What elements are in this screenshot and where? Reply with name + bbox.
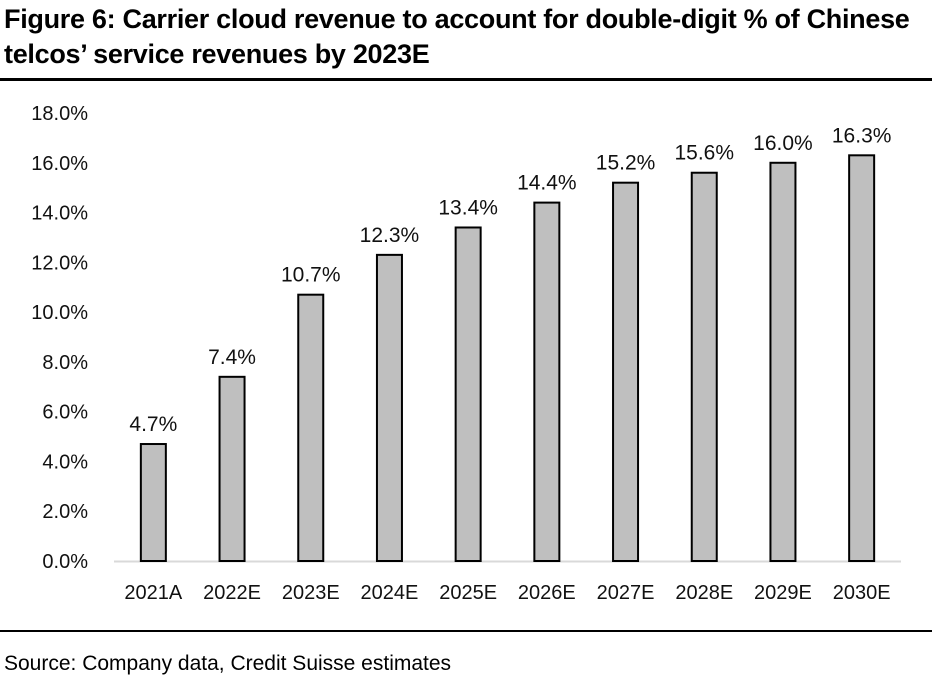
- bars: [139, 154, 876, 563]
- data-label: 14.4%: [517, 172, 577, 195]
- data-label: 15.2%: [596, 152, 656, 175]
- y-tick-label: 10.0%: [31, 302, 88, 324]
- y-tick-label: 0.0%: [42, 551, 88, 573]
- x-tick-label: 2030E: [833, 582, 891, 604]
- data-label: 4.7%: [129, 413, 177, 436]
- title-divider: [0, 78, 932, 81]
- bar-2025E: [454, 226, 482, 562]
- source-note: Source: Company data, Credit Suisse esti…: [4, 652, 452, 675]
- bar-2022E: [218, 375, 246, 563]
- y-tick-label: 14.0%: [31, 203, 88, 225]
- x-tick-label: 2022E: [203, 582, 261, 604]
- bar-2027E: [612, 181, 640, 562]
- y-tick-label: 8.0%: [42, 352, 88, 374]
- x-tick-label: 2028E: [675, 582, 733, 604]
- y-tick-label: 16.0%: [31, 153, 88, 175]
- data-label: 13.4%: [438, 196, 498, 219]
- y-tick-label: 2.0%: [42, 501, 88, 523]
- x-tick-label: 2021A: [124, 582, 182, 604]
- data-label: 12.3%: [360, 224, 420, 247]
- bar-2030E: [848, 154, 876, 563]
- bar-2028E: [690, 171, 718, 562]
- bar-2024E: [375, 253, 403, 562]
- data-label: 16.3%: [832, 124, 892, 147]
- bar-2029E: [769, 161, 797, 562]
- data-label: 16.0%: [753, 132, 813, 155]
- y-axis-ticks: 0.0% 2.0% 4.0% 6.0% 8.0% 10.0% 12.0% 14.0% 16.0%…: [31, 103, 88, 573]
- x-axis-labels: 2021A 2022E 2023E 2024E 2025E 2026E 2027E 2028E…: [124, 582, 890, 604]
- data-label: 7.4%: [208, 346, 256, 369]
- data-label: 10.7%: [281, 264, 341, 287]
- bar-2026E: [533, 201, 561, 562]
- bar-2021A: [139, 443, 167, 562]
- y-tick-label: 18.0%: [31, 103, 88, 125]
- data-labels: 4.7% 7.4% 10.7% 12.3% 13.4% 14.4% 15.2% 15.6% 16…: [129, 124, 891, 436]
- x-tick-label: 2024E: [361, 582, 419, 604]
- x-tick-label: 2029E: [754, 582, 812, 604]
- x-tick-label: 2027E: [597, 582, 655, 604]
- bar-2023E: [297, 293, 325, 562]
- source-divider: [0, 630, 932, 632]
- x-tick-label: 2023E: [282, 582, 340, 604]
- y-tick-label: 12.0%: [31, 252, 88, 274]
- data-label: 15.6%: [674, 142, 734, 165]
- bar-chart: 0.0% 2.0% 4.0% 6.0% 8.0% 10.0% 12.0% 14.0% 16.0%…: [31, 103, 901, 604]
- y-tick-label: 4.0%: [42, 451, 88, 473]
- figure-title: Figure 6: Carrier cloud revenue to accou…: [4, 4, 910, 69]
- x-tick-label: 2025E: [439, 582, 497, 604]
- y-tick-label: 6.0%: [42, 402, 88, 424]
- x-tick-label: 2026E: [518, 582, 576, 604]
